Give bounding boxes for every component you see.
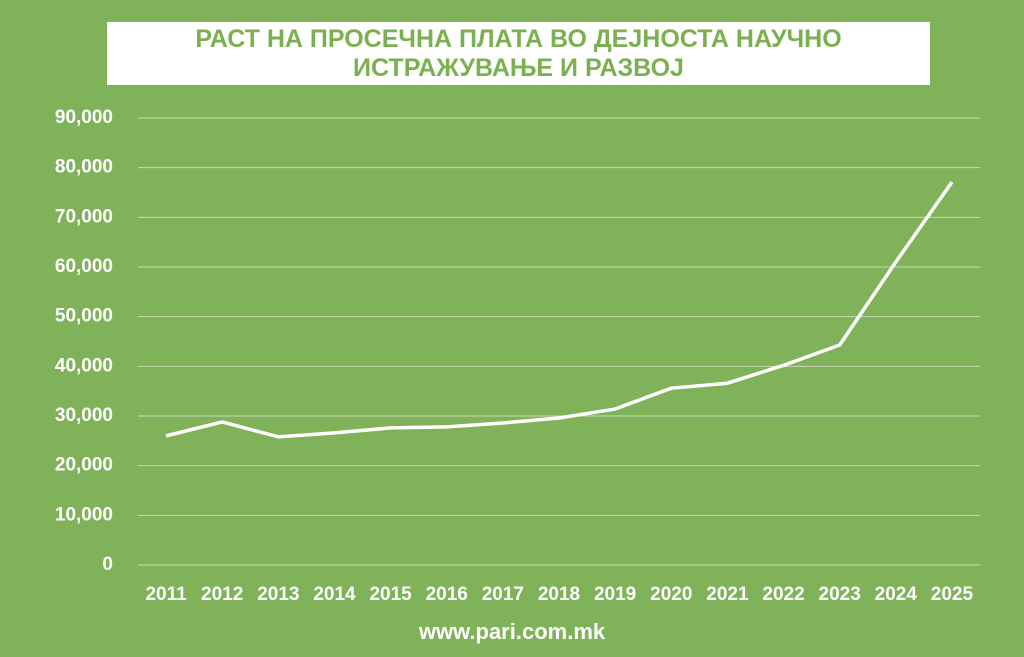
x-tick-label: 2018 xyxy=(538,584,580,605)
y-tick-label: 90,000 xyxy=(55,107,113,128)
line-series xyxy=(165,181,954,439)
y-tick-label: 40,000 xyxy=(55,355,113,376)
x-tick-label: 2019 xyxy=(594,584,636,605)
y-tick-label: 50,000 xyxy=(55,306,113,327)
x-tick-label: 2017 xyxy=(482,584,524,605)
y-tick-label: 0 xyxy=(102,554,113,575)
x-tick-label: 2016 xyxy=(426,584,468,605)
x-tick-label: 2021 xyxy=(706,584,749,605)
x-tick-label: 2015 xyxy=(369,584,412,605)
x-tick-label: 2013 xyxy=(257,584,299,605)
x-tick-label: 2020 xyxy=(650,584,692,605)
y-tick-label: 10,000 xyxy=(55,504,113,525)
x-tick-label: 2025 xyxy=(931,584,974,605)
x-tick-label: 2014 xyxy=(313,584,356,605)
x-tick-label: 2012 xyxy=(201,584,243,605)
y-tick-label: 60,000 xyxy=(55,256,113,277)
y-tick-label: 70,000 xyxy=(55,206,113,227)
y-tick-label: 20,000 xyxy=(55,455,113,476)
source: www.pari.com.mk xyxy=(418,619,606,644)
x-tick-label: 2022 xyxy=(762,584,804,605)
x-tick-label: 2011 xyxy=(145,584,187,605)
chart-title: РАСТ НА ПРОСЕЧНА ПЛАТА ВО ДЕЈНОСТА НАУЧН… xyxy=(107,22,930,85)
y-tick-label: 80,000 xyxy=(55,157,113,178)
x-tick-label: 2024 xyxy=(875,584,918,605)
y-tick-label: 30,000 xyxy=(55,405,113,426)
x-tick-label: 2023 xyxy=(819,584,861,605)
